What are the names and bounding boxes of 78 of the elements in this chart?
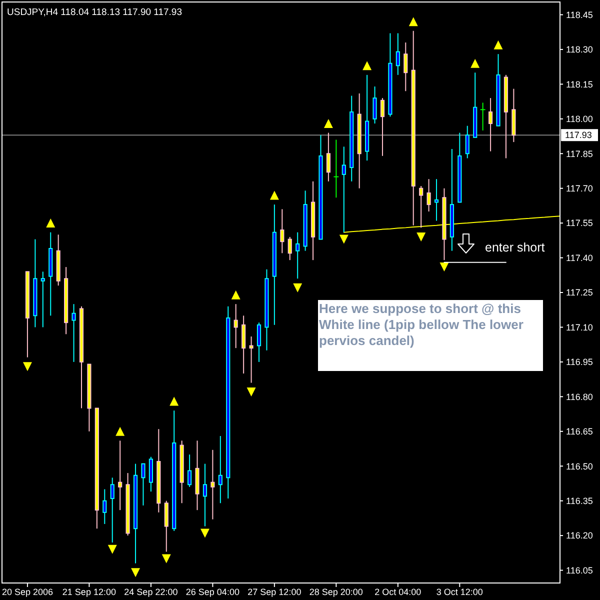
y-tick-label: 117.25 xyxy=(566,288,593,298)
x-tick-label: 21 Sep 12:00 xyxy=(62,587,116,597)
candlestick xyxy=(426,178,431,212)
candlestick xyxy=(465,125,470,159)
point xyxy=(324,119,333,128)
point xyxy=(339,234,348,244)
candlestick xyxy=(164,500,168,552)
y-tick-label: 116.20 xyxy=(566,530,593,541)
candlestick xyxy=(342,146,346,233)
point xyxy=(440,262,449,272)
candlestick xyxy=(102,488,107,524)
y-tick-label: 116.05 xyxy=(566,565,593,576)
annotation: Here we suppose to short @ this White line (1pip bellow The lower pervios candel) xyxy=(319,301,524,348)
y-tick-label: 116.35 xyxy=(566,496,593,506)
point xyxy=(22,362,32,372)
text: USDJPY,H4 118.04 118.13 117.90 117.93 xyxy=(7,7,182,18)
point xyxy=(170,396,179,406)
point xyxy=(293,283,302,292)
y-tick-label: 116.65 xyxy=(566,426,593,437)
candlestick xyxy=(72,304,76,362)
candlestick xyxy=(404,42,408,92)
point xyxy=(162,554,171,564)
candlestick xyxy=(280,208,284,254)
candlestick xyxy=(148,456,153,492)
y-tick-label: 117.55 xyxy=(566,218,593,228)
point xyxy=(131,568,140,578)
x-tick-label: 26 Sep 04:00 xyxy=(186,587,240,597)
candlestick xyxy=(218,436,222,504)
point xyxy=(200,528,210,538)
candlestick xyxy=(118,440,122,511)
y-tick-label: 116.95 xyxy=(566,357,593,368)
y-tick-label: 118.30 xyxy=(566,44,593,55)
candlestick xyxy=(396,32,400,76)
point xyxy=(108,544,117,554)
y-tick-label: 118.00 xyxy=(566,114,593,124)
ref-line-label: 117.93 xyxy=(565,130,592,140)
candlestick xyxy=(256,322,262,362)
candlestick xyxy=(202,463,208,527)
candlestick xyxy=(234,304,238,349)
candlestick xyxy=(141,463,146,506)
candlestick xyxy=(110,477,114,543)
x-tick-label: 2 Oct 04:00 xyxy=(374,587,422,597)
y-tick-label: 118.15 xyxy=(566,79,593,90)
y-tick-label: 117.10 xyxy=(566,322,593,332)
x-tick-label: 20 Sep 2006 xyxy=(2,587,53,597)
candlestick xyxy=(434,178,439,222)
point xyxy=(231,290,240,300)
x-tick-label: 3 Oct 12:00 xyxy=(436,587,483,597)
x-tick-label: 28 Sep 20:00 xyxy=(309,587,363,597)
candlestick xyxy=(242,315,246,374)
point xyxy=(416,232,426,242)
candlestick xyxy=(488,98,493,152)
y-tick-label: 116.50 xyxy=(566,461,593,472)
point xyxy=(116,426,125,436)
y-tick-label: 117.70 xyxy=(566,183,593,194)
candlestick xyxy=(372,86,377,124)
x-tick-label: 24 Sep 22:00 xyxy=(124,587,178,597)
candlestick xyxy=(40,271,45,328)
y-tick-label: 117.85 xyxy=(566,148,593,159)
point xyxy=(470,58,480,68)
candlestick xyxy=(210,449,215,520)
point xyxy=(270,190,279,200)
candlestick xyxy=(380,98,385,156)
candlestick xyxy=(326,132,331,182)
candlestick xyxy=(288,236,292,261)
y-tick-label: 116.80 xyxy=(566,392,593,402)
point xyxy=(46,218,56,228)
point xyxy=(494,40,503,50)
x-tick-label: 27 Sep 12:00 xyxy=(248,587,302,597)
candlestick xyxy=(296,232,300,280)
annotation: enter short xyxy=(485,240,546,254)
candlestick xyxy=(188,454,192,488)
y-tick-label: 117.40 xyxy=(566,252,593,263)
point xyxy=(408,17,418,26)
point xyxy=(246,388,256,397)
y-tick-label: 118.45 xyxy=(566,10,593,20)
candlestick xyxy=(249,336,254,384)
point xyxy=(362,61,372,70)
